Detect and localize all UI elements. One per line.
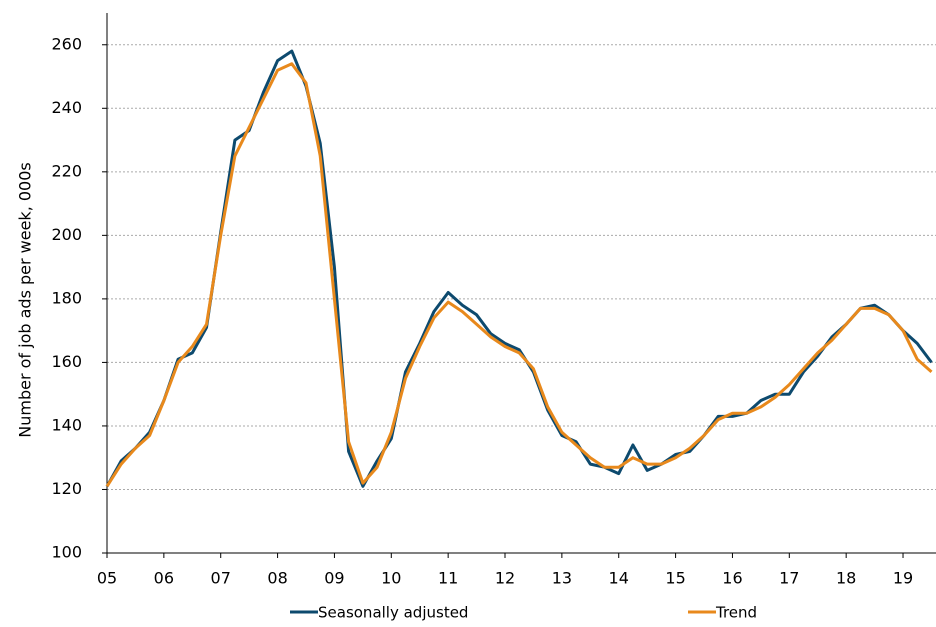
x-tick-label: 08 (267, 569, 287, 588)
y-tick-label: 120 (51, 479, 82, 498)
legend-label: Trend (715, 604, 757, 622)
y-tick-label: 100 (51, 543, 82, 562)
x-tick-label: 17 (779, 569, 799, 588)
x-tick-label: 11 (438, 569, 458, 588)
x-tick-label: 10 (381, 569, 401, 588)
x-tick-label: 12 (495, 569, 515, 588)
x-tick-label: 06 (154, 569, 174, 588)
series-line (105, 62, 933, 488)
x-tick-label: 13 (552, 569, 572, 588)
y-tick-label: 200 (51, 225, 82, 244)
y-tick-label: 140 (51, 415, 82, 434)
x-tick-label: 05 (97, 569, 117, 588)
x-tick-label: 07 (211, 569, 231, 588)
x-tick-label: 19 (893, 569, 913, 588)
x-tick-label: 18 (836, 569, 856, 588)
legend-label: Seasonally adjusted (318, 604, 468, 622)
series-line (105, 49, 933, 488)
x-tick-label: 15 (665, 569, 685, 588)
y-tick-label: 180 (51, 288, 82, 307)
y-axis-label: Number of job ads per week, 000s (16, 162, 35, 437)
x-tick-label: 09 (324, 569, 344, 588)
y-tick-label: 260 (51, 34, 82, 53)
y-tick-label: 240 (51, 98, 82, 117)
y-tick-label: 220 (51, 161, 82, 180)
x-tick-label: 16 (722, 569, 742, 588)
x-tick-label: 14 (609, 569, 629, 588)
y-tick-label: 160 (51, 352, 82, 371)
